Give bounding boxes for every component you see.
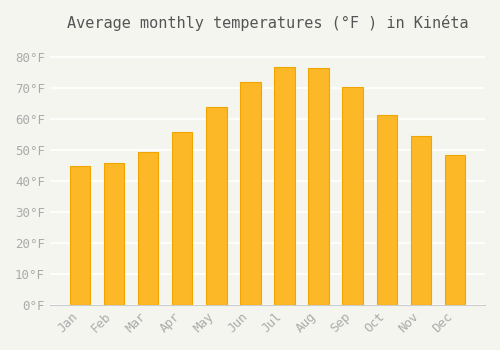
Bar — [308, 68, 329, 305]
Title: Average monthly temperatures (°F ) in Kinéta: Average monthly temperatures (°F ) in Ki… — [66, 15, 468, 31]
Bar — [138, 152, 158, 305]
Bar — [410, 136, 431, 305]
Bar — [274, 66, 294, 305]
Bar — [70, 166, 90, 305]
Bar — [240, 82, 260, 305]
Bar — [172, 132, 193, 305]
Bar — [206, 107, 227, 305]
Bar — [445, 155, 465, 305]
Bar — [376, 115, 397, 305]
Bar — [342, 87, 363, 305]
Bar — [104, 163, 124, 305]
